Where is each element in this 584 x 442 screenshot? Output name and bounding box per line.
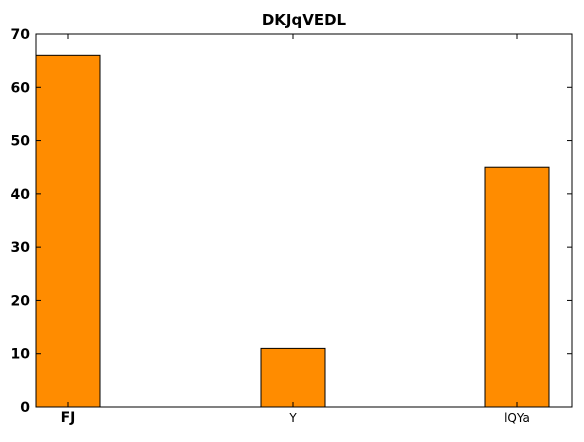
bar-y — [260, 347, 326, 408]
y-tick-label: 20 — [11, 293, 31, 309]
y-tick-label: 0 — [20, 400, 30, 416]
x-tick-label-fj: FJ — [61, 410, 76, 426]
plot-frame — [35, 33, 573, 408]
y-axis-ticks: 0 10 20 30 40 50 60 70 — [11, 27, 572, 416]
y-tick-label: 50 — [11, 134, 31, 150]
x-tick-label-lqya: lQYa — [504, 411, 530, 425]
bars-group — [35, 54, 550, 408]
y-tick-label: 40 — [11, 187, 31, 203]
y-tick-label: 10 — [11, 347, 31, 363]
chart-title: DKJqVEDL — [262, 11, 347, 29]
bar-fj — [35, 54, 101, 408]
y-tick-label: 60 — [11, 80, 31, 96]
y-tick-label: 70 — [11, 27, 31, 43]
x-tick-label-y: Y — [288, 411, 297, 425]
y-tick-label: 30 — [11, 240, 31, 256]
bar-lqya — [484, 166, 550, 408]
